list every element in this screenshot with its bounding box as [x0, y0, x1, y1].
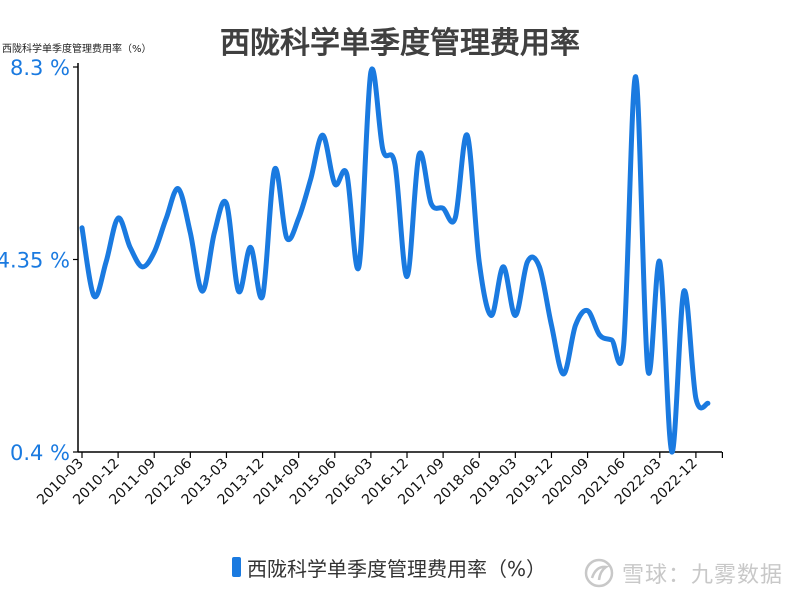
series-line: [79, 66, 711, 455]
unit-label: 西陇科学单季度管理费用率（%）: [2, 44, 152, 55]
series-layer: [79, 66, 711, 455]
x-axis-ticks: 2010-032010-122011-092012-062013-032013-…: [34, 452, 723, 508]
chart-axes: [77, 63, 722, 453]
legend-label: 西陇科学单季度管理费用率（%）: [247, 556, 547, 581]
watermark-text: 雪球：九雾数据: [622, 563, 784, 588]
watermark: 雪球：九雾数据: [584, 556, 783, 590]
y-tick-label: 0.4 %: [10, 441, 70, 465]
y-tick-label: 8.3 %: [10, 56, 70, 80]
snowball-logo-icon: [584, 558, 614, 588]
chart-title: 西陇科学单季度管理费用率: [220, 26, 580, 61]
y-tick-label: 4.35 %: [0, 249, 70, 273]
legend: 西陇科学单季度管理费用率（%）: [232, 552, 546, 582]
legend-swatch: [232, 557, 241, 577]
y-axis-ticks: 8.3 % 4.35 % 0.4 %: [0, 56, 78, 465]
